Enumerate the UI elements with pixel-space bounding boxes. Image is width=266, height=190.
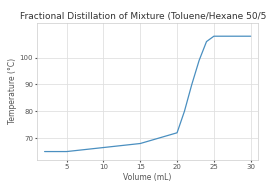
Y-axis label: Temperature (°C): Temperature (°C) [8, 58, 17, 124]
Title: Fractional Distillation of Mixture (Toluene/Hexane 50/50): Fractional Distillation of Mixture (Tolu… [20, 12, 266, 21]
X-axis label: Volume (mL): Volume (mL) [123, 173, 172, 181]
